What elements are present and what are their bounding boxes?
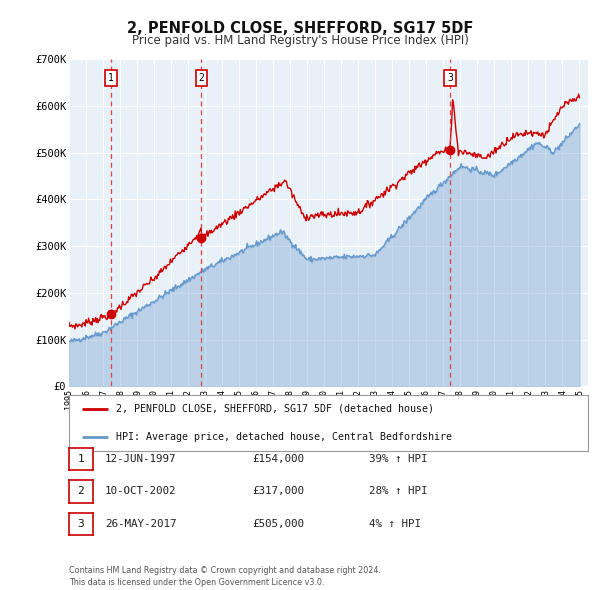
Text: 12-JUN-1997: 12-JUN-1997 <box>105 454 176 464</box>
Text: £505,000: £505,000 <box>252 519 304 529</box>
Text: 1: 1 <box>77 454 85 464</box>
Text: 26-MAY-2017: 26-MAY-2017 <box>105 519 176 529</box>
Text: 3: 3 <box>447 73 453 83</box>
Text: 3: 3 <box>77 519 85 529</box>
Text: 4% ↑ HPI: 4% ↑ HPI <box>369 519 421 529</box>
Text: HPI: Average price, detached house, Central Bedfordshire: HPI: Average price, detached house, Cent… <box>116 432 452 442</box>
Text: 39% ↑ HPI: 39% ↑ HPI <box>369 454 427 464</box>
Text: £154,000: £154,000 <box>252 454 304 464</box>
Text: £317,000: £317,000 <box>252 487 304 496</box>
Text: 28% ↑ HPI: 28% ↑ HPI <box>369 487 427 496</box>
Text: Contains HM Land Registry data © Crown copyright and database right 2024.
This d: Contains HM Land Registry data © Crown c… <box>69 566 381 587</box>
Text: 1: 1 <box>108 73 113 83</box>
Text: 2: 2 <box>199 73 205 83</box>
Text: 2: 2 <box>77 487 85 496</box>
Text: 2, PENFOLD CLOSE, SHEFFORD, SG17 5DF (detached house): 2, PENFOLD CLOSE, SHEFFORD, SG17 5DF (de… <box>116 404 434 414</box>
Text: 10-OCT-2002: 10-OCT-2002 <box>105 487 176 496</box>
Text: 2, PENFOLD CLOSE, SHEFFORD, SG17 5DF: 2, PENFOLD CLOSE, SHEFFORD, SG17 5DF <box>127 21 473 35</box>
Text: Price paid vs. HM Land Registry's House Price Index (HPI): Price paid vs. HM Land Registry's House … <box>131 34 469 47</box>
